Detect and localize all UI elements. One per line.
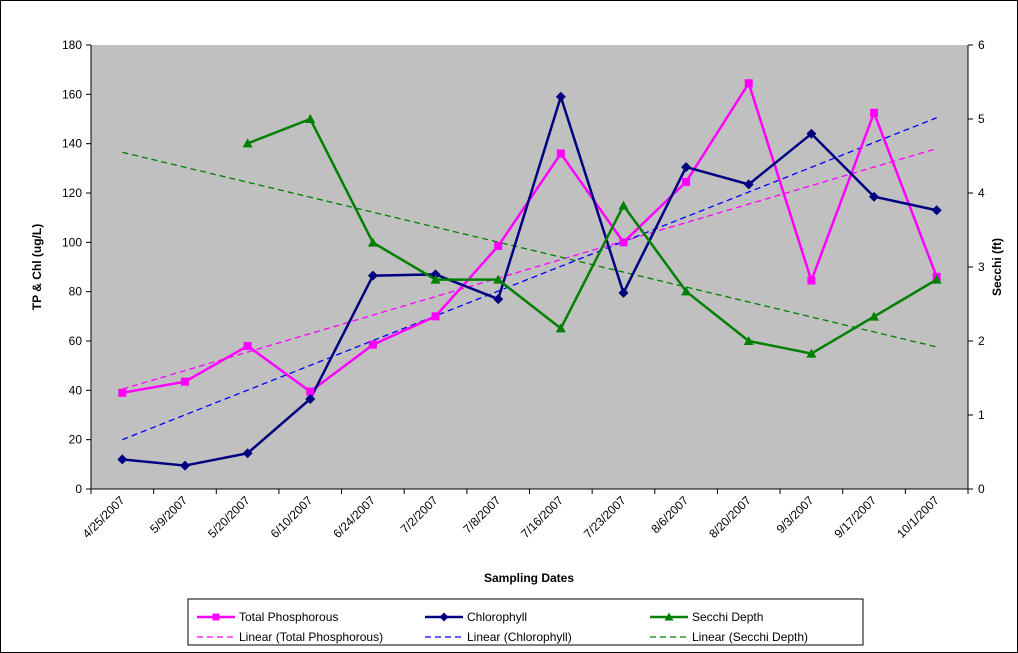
legend-marker (664, 612, 674, 621)
data-point (493, 294, 504, 305)
legend-label: Total Phosphorous (239, 610, 338, 624)
y2-tick-label: 6 (978, 38, 985, 52)
y-tick-label: 0 (75, 482, 82, 496)
x-tick-label: 5/20/2007 (205, 493, 253, 541)
x-tick-label: 9/17/2007 (832, 493, 880, 541)
data-point (367, 237, 378, 247)
data-point (681, 162, 692, 173)
data-point (117, 454, 128, 465)
data-point (305, 393, 316, 404)
series-line (122, 95, 937, 467)
y2-tick-label: 0 (978, 482, 985, 496)
data-point (682, 177, 691, 186)
data-point (807, 276, 816, 285)
data-point (743, 336, 754, 345)
legend-label: Linear (Secchi Depth) (692, 630, 808, 644)
x-tick-label: 5/9/2007 (147, 493, 190, 536)
x-tick-label: 7/16/2007 (518, 493, 566, 541)
legend: Total Phosphorous Chlorophyll Secchi Depth… (187, 598, 864, 646)
data-point (931, 274, 942, 284)
y-tick-label: 120 (62, 186, 82, 200)
data-point (493, 274, 504, 284)
data-markers (117, 79, 942, 471)
series-lines (122, 81, 938, 467)
legend-label: Linear (Total Phosphorous) (239, 630, 383, 644)
data-point (618, 287, 629, 298)
data-point (744, 79, 753, 88)
y-tick-label: 160 (62, 87, 82, 101)
x-tick-label: 8/6/2007 (648, 493, 691, 536)
data-point (870, 108, 879, 117)
data-point (806, 128, 817, 139)
data-point (430, 269, 441, 280)
data-point (243, 341, 252, 350)
data-point (869, 191, 880, 202)
data-point (431, 312, 440, 321)
y2-tick-label: 5 (978, 112, 985, 126)
x-tick-label: 7/2/2007 (398, 493, 441, 536)
x-tick-label: 6/24/2007 (330, 493, 378, 541)
y2-tick-label: 1 (978, 408, 985, 422)
trendlines (122, 117, 937, 441)
legend-box (187, 598, 864, 646)
data-point (306, 387, 315, 396)
trendline (122, 147, 937, 390)
data-point (305, 114, 316, 123)
left-axis-ticks: 0 20 40 60 80 100 120 140 160 180 (62, 38, 91, 496)
y2-tick-label: 3 (978, 260, 985, 274)
y-axis-title: TP & Chl (ug/L) (30, 224, 44, 310)
data-point (743, 179, 754, 190)
data-point (869, 311, 880, 321)
data-point (179, 460, 190, 471)
x-tick-label: 8/20/2007 (706, 493, 754, 541)
plot-area (91, 45, 968, 489)
data-point (556, 149, 565, 158)
data-point (619, 238, 628, 247)
data-point (242, 138, 253, 148)
y-tick-label: 20 (69, 433, 83, 447)
x-axis-ticks: 4/25/2007 5/9/2007 5/20/2007 6/10/2007 6/24/… (80, 489, 969, 541)
data-point (430, 274, 441, 284)
x-tick-label: 10/1/2007 (894, 493, 942, 541)
data-point (555, 91, 566, 102)
data-point (118, 388, 127, 397)
data-point (555, 323, 566, 333)
right-axis-ticks: 0 1 2 3 4 5 6 (968, 38, 985, 496)
x-tick-label: 7/23/2007 (581, 493, 629, 541)
data-point (368, 340, 377, 349)
trendline (122, 117, 937, 441)
x-tick-label: 7/8/2007 (460, 493, 503, 536)
legend-marker (212, 613, 220, 621)
legend-marker (439, 612, 449, 622)
legend-label: Secchi Depth (692, 610, 763, 624)
y-tick-label: 180 (62, 38, 82, 52)
legend-label: Chlorophyll (467, 610, 527, 624)
data-point (494, 242, 503, 251)
y-tick-label: 80 (69, 285, 83, 299)
data-point (931, 205, 942, 216)
x-tick-label: 4/25/2007 (80, 493, 128, 541)
y-tick-label: 60 (69, 334, 83, 348)
x-tick-label: 9/3/2007 (774, 493, 817, 536)
y-tick-label: 100 (62, 235, 82, 249)
data-point (242, 448, 253, 459)
data-point (618, 200, 629, 210)
y2-tick-label: 4 (978, 186, 985, 200)
series-line (247, 117, 938, 355)
y2-axis-title: Secchi (ft) (990, 238, 1004, 296)
data-point (681, 286, 692, 296)
data-point (806, 348, 817, 358)
legend-label: Linear (Chlorophyll) (467, 630, 572, 644)
data-point (367, 270, 378, 281)
data-point (180, 377, 189, 386)
y-tick-label: 40 (69, 383, 83, 397)
x-tick-label: 6/10/2007 (268, 493, 316, 541)
x-axis-title: Sampling Dates (484, 571, 574, 585)
y2-tick-label: 2 (978, 334, 985, 348)
y-tick-label: 140 (62, 137, 82, 151)
